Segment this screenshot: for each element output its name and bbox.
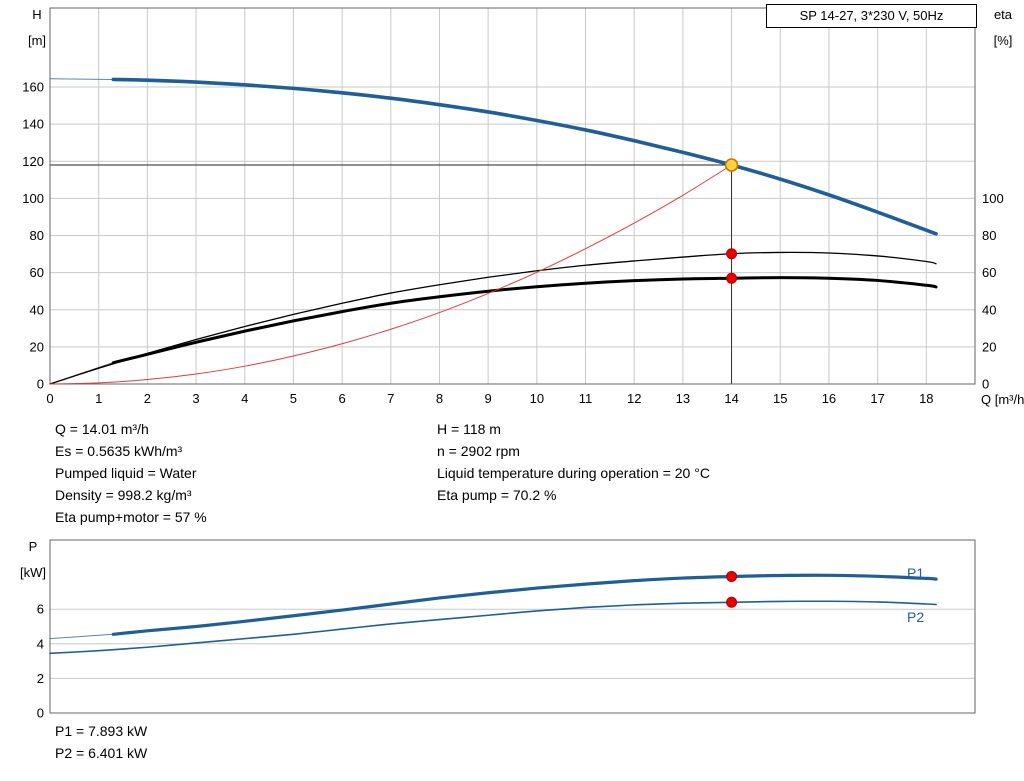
- y-axis-tick-label: 40: [30, 302, 44, 317]
- eta-axis-tick-label: 0: [982, 377, 989, 392]
- x-axis-tick-label: 18: [919, 391, 933, 406]
- info-eta-pump: Eta pump = 70.2 %: [437, 487, 557, 503]
- eta-axis-title: eta [%]: [980, 2, 1024, 54]
- p1-curve-label: P1: [907, 565, 925, 581]
- p-axis-title: P [kW]: [10, 534, 56, 586]
- eta-axis-unit: [%]: [993, 33, 1013, 48]
- duty-info-left: Q = 14.01 m³/h Es = 0.5635 kWh/m³ Pumped…: [55, 418, 207, 528]
- x-axis-tick-label: 2: [144, 391, 151, 406]
- y-axis-tick-label: 20: [30, 339, 44, 354]
- operating-point-marker: [726, 596, 738, 608]
- eta-axis-tick-label: 20: [982, 339, 996, 354]
- info-p1: P1 = 7.893 kW: [55, 723, 148, 739]
- info-p2: P2 = 6.401 kW: [55, 745, 148, 761]
- plot-frame: [49, 539, 976, 714]
- info-eta-pump-motor: Eta pump+motor = 57 %: [55, 509, 207, 525]
- curve-duty-parabola: [49, 164, 733, 385]
- x-axis-tick-label: 8: [436, 391, 443, 406]
- curve-P2: [49, 600, 937, 655]
- x-axis-tick-label: 14: [724, 391, 738, 406]
- info-flow: Q = 14.01 m³/h: [55, 421, 149, 437]
- eta-axis-tick-label: 60: [982, 265, 996, 280]
- y-axis-tick-label: 80: [30, 228, 44, 243]
- x-axis-tick-label: 15: [773, 391, 787, 406]
- curve-head-thin: [49, 78, 114, 80]
- p2-curve-label: P2: [907, 609, 925, 625]
- p-axis-unit: [kW]: [20, 565, 46, 580]
- curve-eta-pump: [49, 251, 937, 385]
- curve-P1: [111, 573, 938, 636]
- eta-axis-tick-label: 100: [982, 191, 1004, 206]
- x-axis-tick-label: 0: [46, 391, 53, 406]
- info-head: H = 118 m: [437, 421, 501, 437]
- info-speed: n = 2902 rpm: [437, 443, 520, 459]
- x-axis-tick-label: 1: [95, 391, 102, 406]
- eta-axis-tick-label: 80: [982, 228, 996, 243]
- duty-point-marker: [724, 158, 739, 172]
- y-axis-tick-label: 120: [22, 154, 44, 169]
- curve-eta-pump-motor: [111, 276, 938, 365]
- x-axis-tick-label: 12: [627, 391, 641, 406]
- curve-head: [111, 77, 938, 236]
- y-axis-tick-label: 0: [37, 377, 44, 392]
- eta-axis-symbol: eta: [993, 7, 1013, 22]
- x-axis-tick-label: 11: [579, 391, 593, 406]
- operating-point-marker: [726, 272, 738, 284]
- pump-title-box: SP 14-27, 3*230 V, 50Hz: [766, 4, 977, 28]
- curve-eta-pump-motor-thin: [49, 362, 114, 385]
- curve-P1-thin: [49, 633, 114, 640]
- plot-frame: [49, 7, 976, 385]
- x-axis-tick-label: 10: [530, 391, 544, 406]
- x-axis-tick-label: 3: [192, 391, 199, 406]
- y-axis-tick-label: 4: [37, 636, 44, 651]
- y-axis-tick-label: 140: [22, 117, 44, 132]
- y-axis-tick-label: 60: [30, 265, 44, 280]
- h-axis-unit: [m]: [27, 33, 47, 48]
- q-axis-label: Q [m³/h]: [981, 392, 1024, 407]
- operating-point-marker: [726, 570, 738, 582]
- duty-info-right: H = 118 m n = 2902 rpm Liquid temperatur…: [437, 418, 710, 506]
- y-axis-tick-label: 100: [22, 191, 44, 206]
- x-axis-tick-label: 5: [290, 391, 297, 406]
- p-axis-symbol: P: [28, 539, 38, 554]
- info-pumped-liquid: Pumped liquid = Water: [55, 465, 197, 481]
- x-axis-tick-label: 4: [241, 391, 248, 406]
- power-info: P1 = 7.893 kW P2 = 6.401 kW: [55, 720, 147, 764]
- y-axis-tick-label: 0: [37, 706, 44, 721]
- y-axis-tick-label: 6: [37, 602, 44, 617]
- y-axis-tick-label: 160: [22, 80, 44, 95]
- x-axis-tick-label: 16: [822, 391, 836, 406]
- info-density: Density = 998.2 kg/m³: [55, 487, 192, 503]
- x-axis-tick-label: 7: [387, 391, 394, 406]
- x-axis-tick-label: 6: [338, 391, 345, 406]
- info-liquid-temperature: Liquid temperature during operation = 20…: [437, 465, 710, 481]
- h-axis-title: H [m]: [14, 2, 60, 54]
- info-specific-energy: Es = 0.5635 kWh/m³: [55, 443, 183, 459]
- h-axis-symbol: H: [32, 7, 42, 22]
- y-axis-tick-label: 2: [37, 671, 44, 686]
- eta-axis-tick-label: 40: [982, 302, 996, 317]
- x-axis-tick-label: 9: [485, 391, 492, 406]
- x-axis-tick-label: 13: [676, 391, 690, 406]
- x-axis-tick-label: 17: [870, 391, 884, 406]
- operating-point-marker: [726, 248, 738, 260]
